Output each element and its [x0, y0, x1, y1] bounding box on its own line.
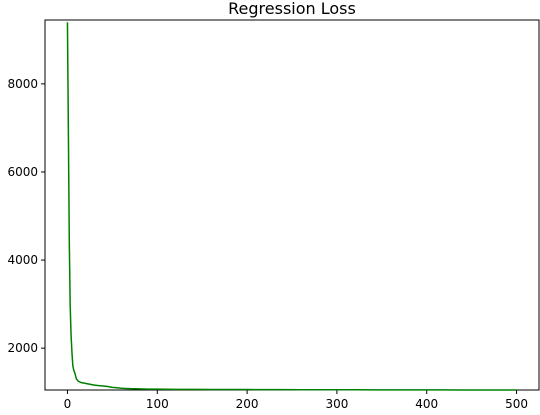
x-tick-label: 500 — [505, 397, 528, 411]
x-tick-label: 400 — [415, 397, 438, 411]
x-axis: 0 100 200 300 400 500 — [64, 390, 528, 411]
x-tick-label: 200 — [236, 397, 259, 411]
x-tick-label: 0 — [64, 397, 72, 411]
x-tick-label: 300 — [325, 397, 348, 411]
y-tick-label: 6000 — [7, 165, 38, 179]
y-tick-label: 8000 — [7, 77, 38, 91]
y-tick-label: 4000 — [7, 253, 38, 267]
y-tick-label: 2000 — [7, 341, 38, 355]
y-axis: 2000 4000 6000 8000 — [7, 77, 45, 355]
x-tick-label: 100 — [146, 397, 169, 411]
plot-area-frame — [44, 19, 540, 391]
loss-series-line — [66, 22, 517, 391]
series-layer — [66, 22, 517, 391]
chart-title: Regression Loss — [228, 0, 356, 18]
